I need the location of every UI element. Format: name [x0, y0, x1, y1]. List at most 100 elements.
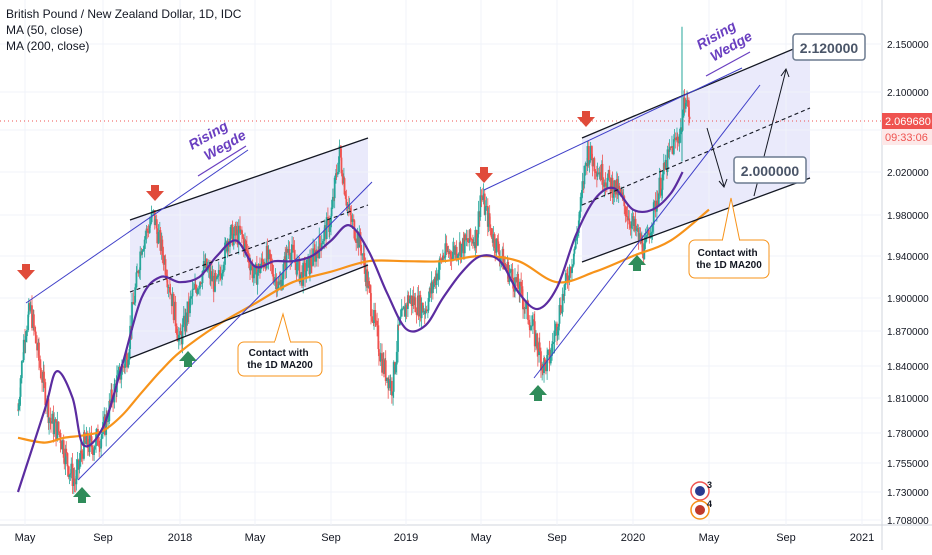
candle-body: [205, 258, 208, 271]
candle-body: [50, 422, 52, 424]
price-axis-tick: 2.020000: [887, 168, 929, 179]
candle-body: [229, 227, 232, 239]
candle-body: [22, 360, 24, 362]
candle-body: [343, 178, 346, 195]
candle-body: [78, 460, 81, 469]
candle-body: [465, 238, 468, 241]
candle-body: [191, 289, 194, 297]
candle-body: [65, 448, 68, 454]
candle-body: [62, 440, 65, 458]
candle-body: [454, 246, 457, 255]
candle-body: [422, 311, 425, 313]
candle-body: [103, 416, 106, 435]
candle-body: [376, 320, 379, 326]
candle-body: [408, 299, 411, 303]
candle-body: [686, 99, 688, 103]
candle-body: [424, 309, 427, 315]
candle-body: [609, 177, 612, 192]
candle-body: [442, 255, 445, 259]
candle-body: [397, 324, 400, 326]
candle-body: [17, 409, 19, 411]
candle-body: [327, 217, 329, 219]
countdown-tag-box: [882, 129, 932, 145]
candle-body: [79, 450, 82, 461]
candle-body: [651, 224, 654, 232]
candle-body: [254, 267, 256, 275]
ma200-line: [17, 208, 710, 444]
candle-body: [450, 256, 453, 260]
candle-body: [209, 271, 212, 279]
candle-body: [449, 251, 452, 257]
candle-body: [551, 344, 553, 356]
candle-body: [366, 269, 369, 288]
candle-body: [459, 242, 462, 258]
candle-body: [660, 189, 663, 196]
candle-body: [533, 321, 536, 347]
candle-body: [370, 293, 372, 317]
candle-body: [619, 188, 622, 195]
candle-body: [172, 294, 175, 321]
candle-body: [456, 255, 459, 258]
candle-body: [589, 146, 592, 161]
candle-body: [315, 250, 318, 262]
candle-body: [604, 182, 607, 187]
target-low-box: [733, 156, 807, 184]
candle-body: [520, 281, 523, 287]
candle-body: [34, 331, 37, 344]
candle-body: [261, 258, 264, 262]
price-axis-tick: 1.840000: [887, 362, 929, 373]
ma200-legend[interactable]: MA (200, close): [6, 39, 90, 53]
candle-body: [61, 440, 64, 450]
buy-arrow-2: [179, 351, 197, 367]
candle-body: [666, 149, 669, 172]
time-axis-tick: Sep: [776, 532, 796, 544]
countdown-value: 09:33:06: [885, 132, 928, 144]
candle-body: [56, 421, 59, 440]
candle-body: [363, 253, 366, 266]
candle-body: [24, 336, 27, 343]
candle-body: [495, 238, 498, 253]
candle-body: [135, 272, 138, 288]
candle-body: [487, 213, 490, 227]
candle-body: [22, 339, 25, 361]
candle-body: [162, 254, 165, 265]
time-axis-tick: May: [471, 532, 492, 544]
candle-body: [57, 421, 60, 432]
target-high-box: [792, 33, 866, 61]
time-axis[interactable]: May Sep 2018 May Sep 2019 May Sep 2020 May Sep 2021: [15, 532, 875, 544]
candle-body: [134, 287, 137, 303]
candle-body: [144, 235, 147, 240]
ma50-legend[interactable]: MA (50, close): [6, 23, 83, 37]
candle-body: [202, 261, 205, 272]
candle-body: [663, 163, 666, 170]
candle-body: [444, 243, 447, 258]
candle-body: [543, 358, 546, 361]
candle-body: [510, 269, 513, 273]
candle-body: [556, 330, 559, 336]
candle-body: [245, 244, 248, 252]
right-upper-channel-line: [483, 67, 743, 191]
candle-body: [576, 235, 578, 240]
candle-body: [533, 319, 536, 322]
candle-body: [470, 239, 473, 240]
candle-body: [266, 245, 269, 260]
candle-body: [528, 324, 531, 331]
price-axis-tick: 1.980000: [887, 211, 929, 222]
candle-body: [531, 325, 534, 327]
candle-body: [346, 204, 349, 206]
candle-body: [653, 200, 656, 203]
candle-body: [154, 219, 157, 225]
candle-body: [586, 146, 589, 167]
candle-body: [564, 273, 567, 285]
candle-body: [268, 249, 271, 254]
candle-body: [189, 296, 192, 299]
candle-body: [44, 382, 47, 406]
candle-body: [41, 378, 44, 383]
candle-body: [477, 211, 480, 235]
candle-body: [196, 289, 199, 294]
candle-body: [239, 229, 242, 232]
event-badge-bottom[interactable]: 4: [690, 499, 712, 520]
event-badge-top[interactable]: 3: [690, 480, 712, 501]
symbol-title[interactable]: British Pound / New Zealand Dollar, 1D, …: [6, 7, 242, 21]
